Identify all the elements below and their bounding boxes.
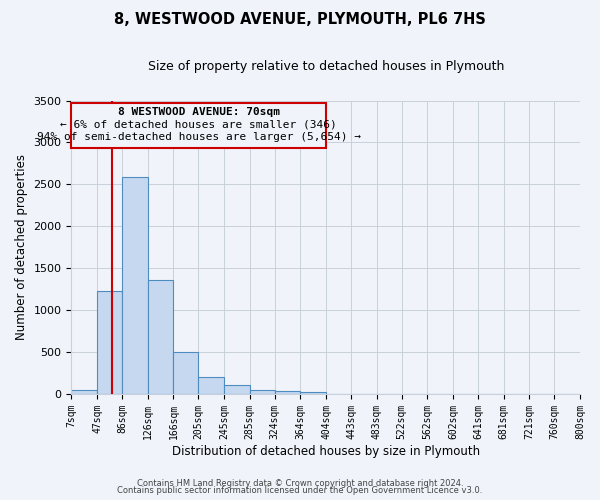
Text: Contains HM Land Registry data © Crown copyright and database right 2024.: Contains HM Land Registry data © Crown c… [137,478,463,488]
Title: Size of property relative to detached houses in Plymouth: Size of property relative to detached ho… [148,60,504,73]
Text: Contains public sector information licensed under the Open Government Licence v3: Contains public sector information licen… [118,486,482,495]
Bar [148,280,173,394]
Bar [301,392,326,394]
Text: 94% of semi-detached houses are larger (5,654) →: 94% of semi-detached houses are larger (… [37,132,361,142]
Text: 8, WESTWOOD AVENUE, PLYMOUTH, PL6 7HS: 8, WESTWOOD AVENUE, PLYMOUTH, PL6 7HS [114,12,486,28]
Text: 8 WESTWOOD AVENUE: 70sqm: 8 WESTWOOD AVENUE: 70sqm [118,107,280,117]
Bar [224,385,250,394]
Bar [275,392,301,394]
Bar [122,177,148,394]
Text: ← 6% of detached houses are smaller (346): ← 6% of detached houses are smaller (346… [61,120,337,130]
Bar [173,352,199,394]
X-axis label: Distribution of detached houses by size in Plymouth: Distribution of detached houses by size … [172,444,480,458]
Y-axis label: Number of detached properties: Number of detached properties [15,154,28,340]
Bar [71,390,97,394]
FancyBboxPatch shape [71,103,326,148]
Bar [250,390,275,394]
Bar [199,377,224,394]
Bar [97,291,122,394]
